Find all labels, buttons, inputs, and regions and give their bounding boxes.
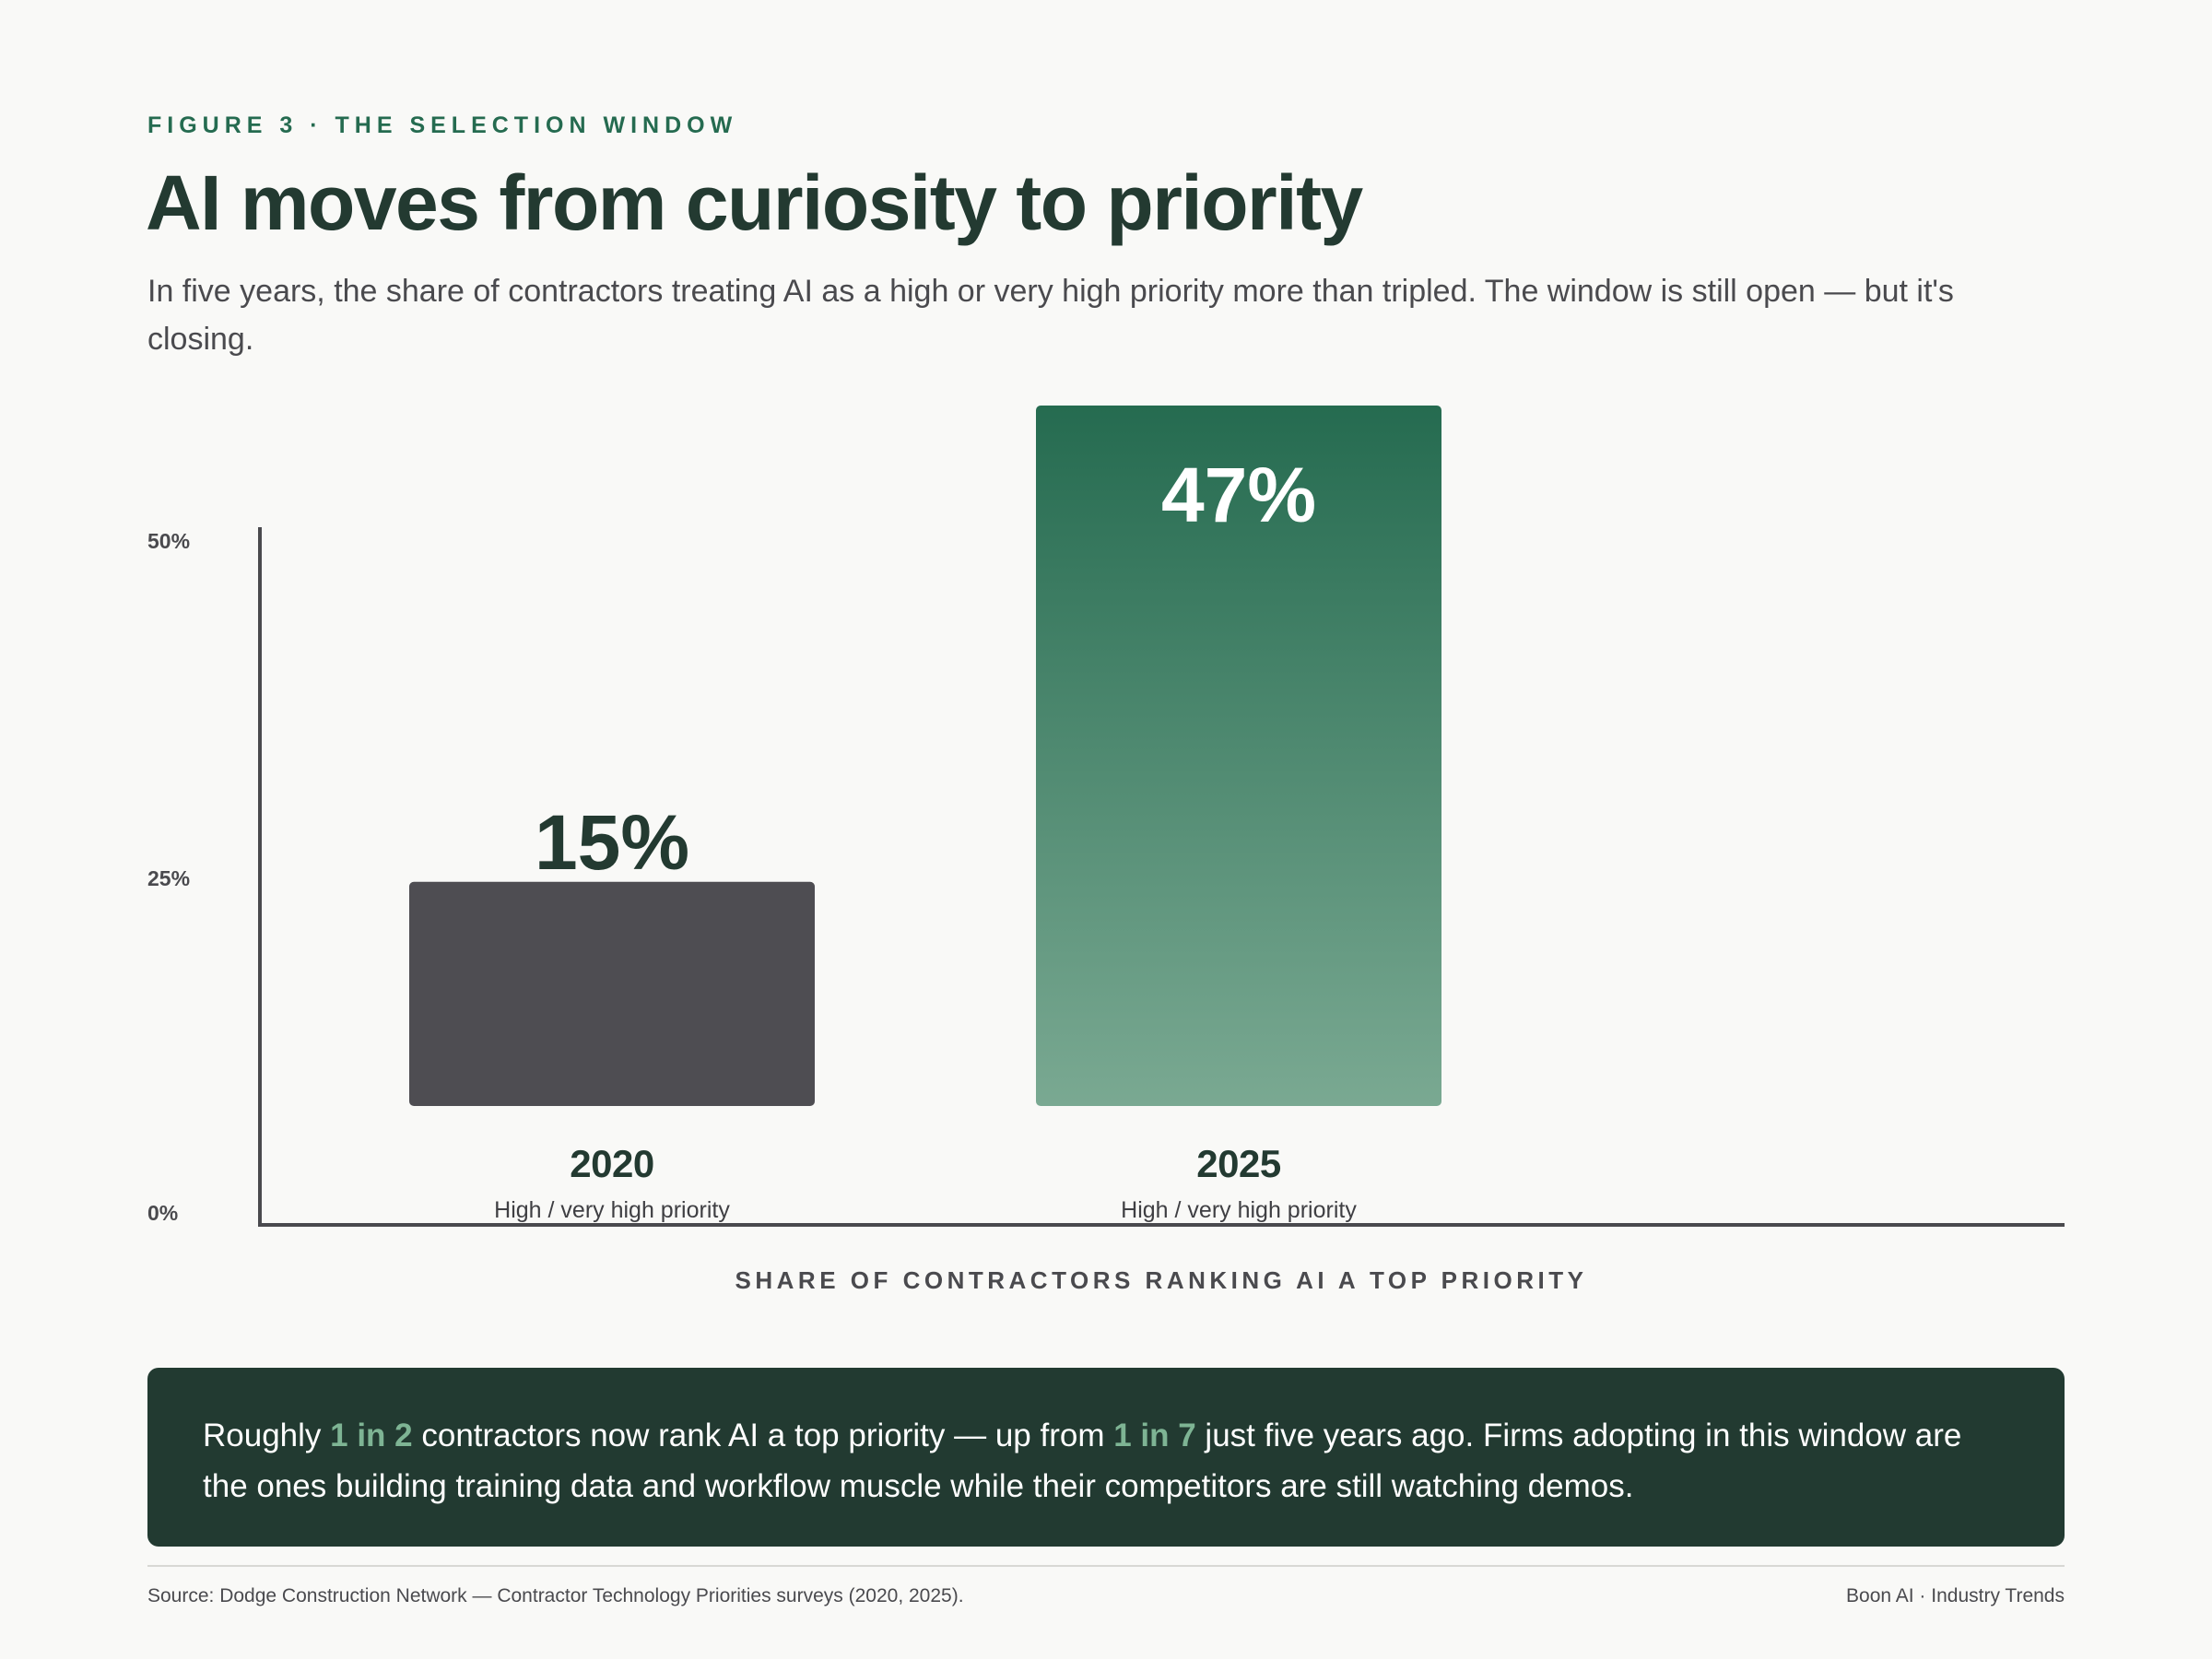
- callout-text-1: Roughly: [203, 1418, 331, 1453]
- callout-highlight-1: 1 in 2: [330, 1418, 413, 1453]
- page-subtitle: In five years, the share of contractors …: [147, 274, 1954, 357]
- insight-callout: Roughly 1 in 2 contractors now rank AI a…: [147, 1368, 2065, 1547]
- brand-label: Boon AI · Industry Trends: [1846, 1585, 2065, 1606]
- bar-2020: [409, 881, 815, 1106]
- y-tick-label: 0%: [147, 1201, 178, 1225]
- figure-eyebrow: FIGURE 3 · THE SELECTION WINDOW: [147, 112, 738, 138]
- data-label-2025: 47%: [1161, 452, 1316, 538]
- x-tick-label-2025: 2025: [1196, 1142, 1281, 1185]
- data-label-2020: 15%: [535, 799, 689, 886]
- footer-divider: [147, 1565, 2065, 1567]
- callout-text-3: just five years ago. Firms adopting in t…: [203, 1418, 1962, 1504]
- source-note: Source: Dodge Construction Network — Con…: [147, 1585, 964, 1606]
- y-tick-label: 50%: [147, 529, 190, 553]
- x-tick-label-2020: 2020: [570, 1142, 653, 1185]
- x-sublabel-2025: High / very high priority: [1121, 1197, 1357, 1223]
- x-axis-title: SHARE OF CONTRACTORS RANKING AI A TOP PR…: [735, 1266, 1588, 1294]
- callout-highlight-2: 1 in 7: [1113, 1418, 1196, 1453]
- x-sublabel-2020: High / very high priority: [494, 1197, 730, 1223]
- y-tick-label: 25%: [147, 866, 190, 890]
- bar-2025: [1036, 406, 1441, 1106]
- callout-text-2: contractors now rank AI a top priority —…: [412, 1418, 1114, 1453]
- page-title: AI moves from curiosity to priority: [146, 159, 1363, 246]
